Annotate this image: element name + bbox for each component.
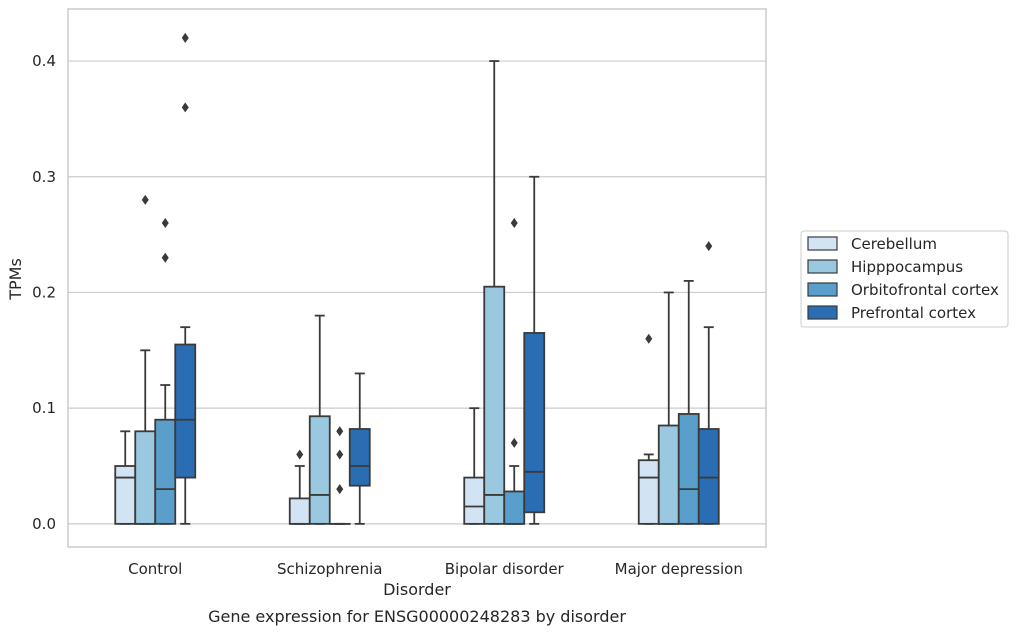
x-tick-label: Major depression: [615, 560, 743, 578]
outlier-point: [181, 102, 189, 113]
legend-label: Hipppocampus: [851, 258, 963, 276]
box-body: [288, 497, 311, 525]
box-body: [134, 430, 157, 525]
outlier-point: [141, 194, 149, 205]
outlier-point: [161, 218, 169, 229]
box-body: [677, 413, 700, 525]
x-tick-label: Bipolar disorder: [445, 560, 565, 578]
box-body: [308, 415, 331, 525]
box-2-2: [503, 218, 526, 525]
box-body: [154, 418, 177, 525]
box-2-3: [523, 175, 546, 525]
y-tick-label: 0.4: [32, 52, 56, 70]
box-0-2: [154, 218, 177, 525]
legend-swatch: [807, 236, 838, 251]
box-3-1: [657, 291, 680, 525]
outlier-point: [645, 333, 653, 344]
box-2-0: [463, 407, 486, 525]
y-tick-label: 0.0: [32, 515, 56, 533]
box-body: [523, 332, 546, 514]
outlier-point: [296, 449, 304, 460]
box-layer: [114, 32, 720, 525]
x-axis-ticks: Control Schizophrenia Bipolar disorder Majo…: [128, 560, 743, 578]
y-tick-label: 0.2: [32, 283, 56, 301]
outlier-point: [336, 449, 344, 460]
x-tick-label: Control: [128, 560, 182, 578]
outlier-point: [336, 426, 344, 437]
legend-swatch: [807, 305, 838, 320]
box-body: [114, 465, 137, 525]
outlier-point: [161, 252, 169, 263]
box-0-3: [174, 32, 197, 525]
box-body: [697, 428, 720, 525]
y-axis-label: TPMs: [6, 258, 25, 301]
y-axis-ticks: 0.0 0.1 0.2 0.3 0.4: [32, 52, 56, 533]
box-body: [657, 424, 680, 525]
box-3-3: [697, 241, 720, 525]
y-tick-label: 0.1: [32, 399, 56, 417]
box-body: [637, 459, 660, 525]
box-body: [503, 490, 526, 525]
plot-frame: [67, 8, 767, 548]
outlier-point: [336, 484, 344, 495]
box-body: [463, 476, 486, 525]
x-tick-label: Schizophrenia: [277, 560, 382, 578]
legend: Cerebellum Hipppocampus Orbitofrontal cort…: [800, 230, 1009, 328]
y-tick-label: 0.3: [32, 168, 56, 186]
legend-label: Prefrontal cortex: [851, 304, 976, 322]
box-1-1: [308, 314, 331, 525]
box-body: [348, 428, 371, 487]
legend-frame: [800, 230, 1009, 328]
box-1-0: [288, 449, 311, 525]
outlier-point: [510, 218, 518, 229]
outlier-point: [510, 437, 518, 448]
legend-swatch: [807, 282, 838, 297]
box-3-0: [637, 333, 660, 525]
box-2-1: [483, 60, 506, 525]
outlier-point: [181, 32, 189, 43]
chart-caption: Gene expression for ENSG00000248283 by d…: [208, 607, 626, 626]
box-body: [174, 343, 197, 479]
legend-label: Orbitofrontal cortex: [851, 281, 999, 299]
box-3-2: [677, 279, 700, 525]
box-0-1: [134, 194, 157, 525]
box-1-2: [328, 426, 351, 525]
legend-swatch: [807, 259, 838, 274]
box-body: [483, 285, 506, 525]
box-1-3: [348, 372, 371, 525]
outlier-point: [705, 241, 713, 252]
box-0-0: [114, 430, 137, 525]
legend-label: Cerebellum: [851, 235, 937, 253]
x-axis-label: Disorder: [383, 580, 451, 599]
